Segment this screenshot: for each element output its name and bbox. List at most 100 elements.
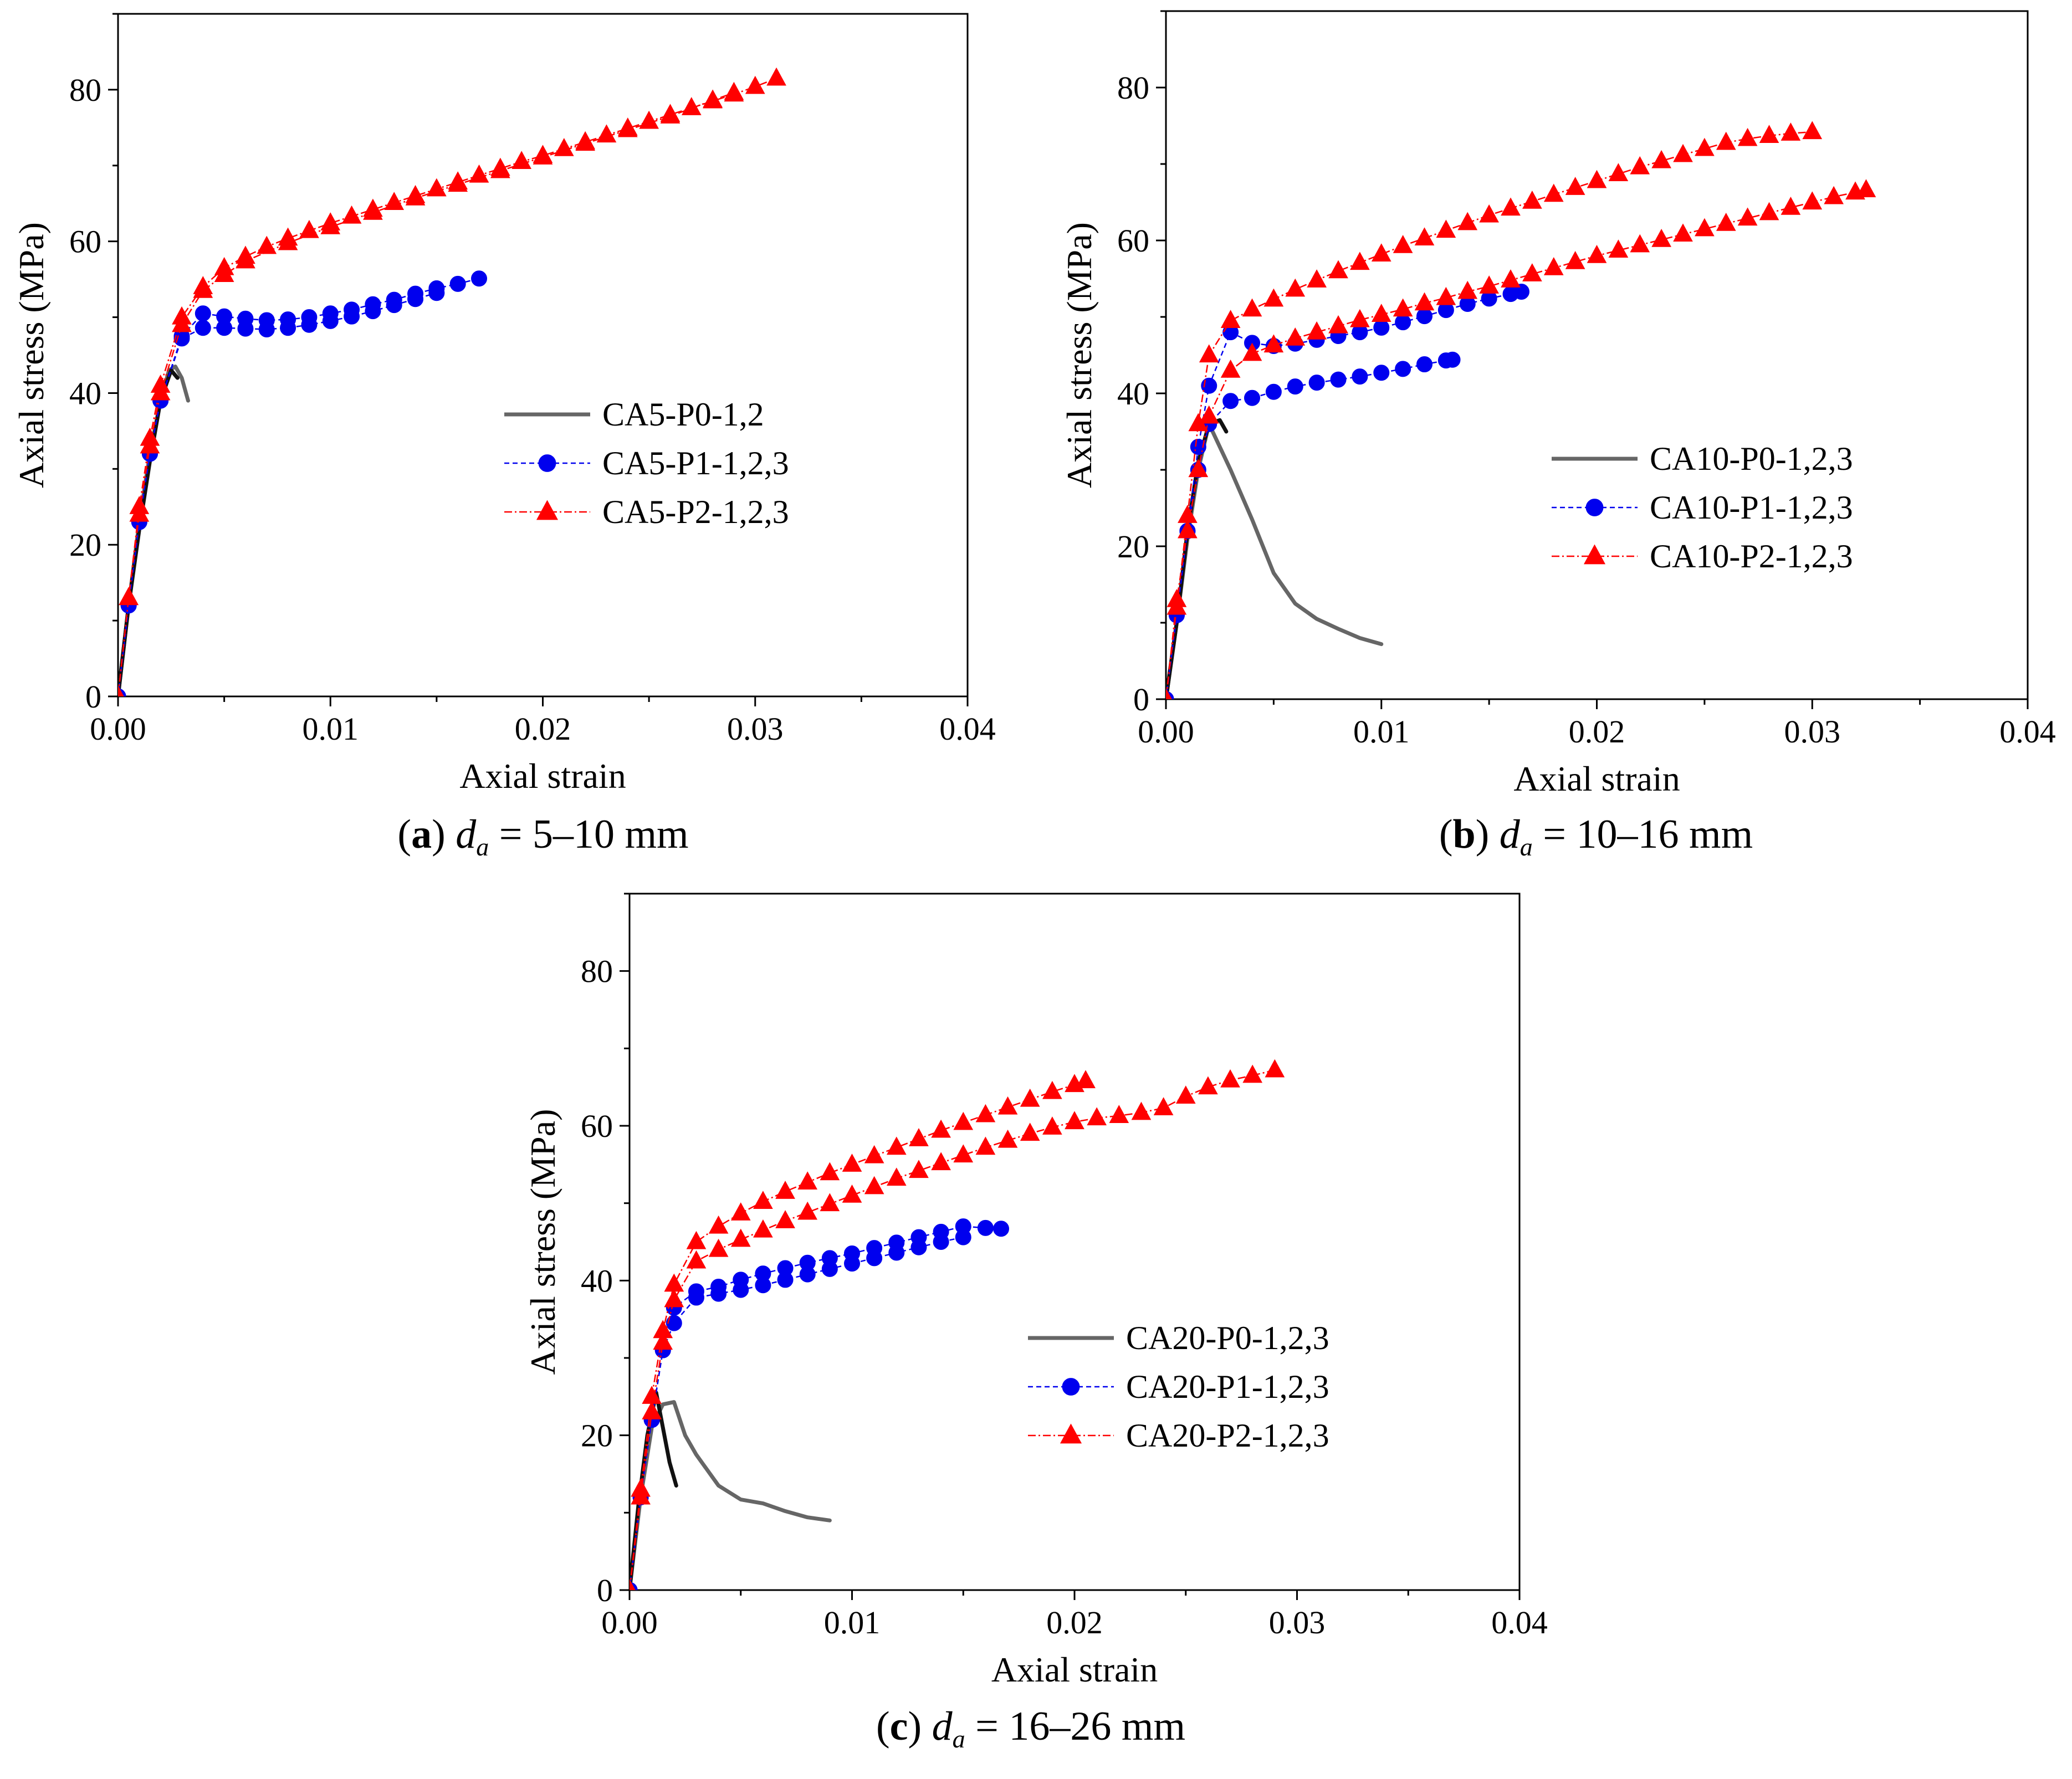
data-point	[931, 1119, 951, 1138]
panel-label: c	[890, 1704, 908, 1749]
caption-value: = 10–16 mm	[1533, 812, 1753, 857]
legend-item-p1: CA5-P1-1,2,3	[504, 445, 789, 481]
data-point	[1285, 327, 1306, 346]
series-p2-4	[118, 67, 786, 696]
data-point	[864, 1145, 884, 1163]
data-point	[664, 1289, 684, 1308]
data-point	[710, 1285, 727, 1302]
data-point	[653, 1331, 673, 1350]
data-point	[172, 314, 192, 332]
data-point	[1188, 459, 1209, 478]
data-point	[1716, 131, 1736, 150]
data-point	[1222, 393, 1239, 409]
data-point	[1781, 122, 1801, 141]
data-point	[753, 1191, 773, 1209]
data-point	[1856, 179, 1876, 198]
data-point	[775, 1181, 795, 1199]
legend-label: CA20-P0-1,2,3	[1126, 1320, 1329, 1356]
data-point	[1673, 143, 1693, 162]
data-point	[1167, 588, 1187, 607]
data-point	[799, 1266, 816, 1283]
data-point	[1166, 688, 1172, 699]
data-point	[1416, 308, 1433, 325]
data-point	[428, 285, 445, 301]
data-point	[195, 320, 211, 336]
data-point	[1587, 170, 1607, 188]
data-point	[866, 1250, 883, 1267]
y-tick-label: 80	[581, 953, 613, 990]
chart-panel-b: 0.00 0.01 0.02 0.03 0.04 0 20 40 60 80 Axial strai…	[1060, 10, 2056, 861]
data-point	[910, 1239, 927, 1255]
data-point	[997, 1096, 1018, 1115]
data-point	[1802, 191, 1823, 210]
data-point	[1737, 127, 1758, 146]
plot-area	[118, 67, 786, 696]
data-point	[1802, 121, 1823, 140]
data-point	[1065, 1111, 1084, 1130]
x-tick-label: 0.02	[1046, 1604, 1103, 1640]
x-tick-label: 0.01	[303, 711, 359, 747]
series-line	[630, 1080, 1086, 1590]
y-axis-title: Axial stress (MPa)	[523, 1109, 562, 1375]
x-tick-label: 0.04	[1999, 714, 2056, 750]
y-tick-label: 40	[581, 1263, 613, 1299]
data-point	[686, 1250, 707, 1269]
panel-label: a	[411, 812, 432, 857]
data-point	[1824, 186, 1844, 204]
caption-variable: d	[1500, 812, 1521, 857]
data-point	[775, 1210, 795, 1228]
data-point	[1285, 278, 1306, 297]
data-point	[975, 1104, 996, 1122]
data-point	[471, 270, 488, 287]
data-point	[688, 1289, 704, 1306]
data-point	[1522, 190, 1542, 209]
y-axis-title: Axial stress (MPa)	[1060, 222, 1099, 488]
data-point	[405, 187, 426, 206]
data-point	[975, 1136, 996, 1155]
data-point	[642, 1401, 662, 1419]
data-point	[1513, 283, 1529, 300]
legend-item-p0: CA10-P0-1,2,3	[1552, 440, 1853, 477]
data-point	[1153, 1097, 1174, 1115]
y-tick-label: 60	[69, 224, 101, 260]
series-p0-0	[630, 1400, 832, 1590]
data-point	[1076, 1070, 1096, 1089]
legend-label: CA5-P0-1,2	[602, 396, 764, 433]
x-tick-label: 0.01	[824, 1604, 881, 1640]
data-point	[341, 205, 362, 224]
series-p2-5	[118, 81, 744, 696]
data-point	[1444, 351, 1461, 368]
data-point	[703, 89, 723, 108]
data-point	[755, 1277, 771, 1294]
data-point	[753, 1219, 773, 1238]
plot-frame	[1165, 10, 2029, 700]
data-point	[596, 124, 617, 143]
panel-caption: (c) da = 16–26 mm	[876, 1704, 1185, 1753]
series-p2-5	[1166, 179, 1876, 699]
data-point	[886, 1136, 907, 1155]
data-point	[631, 1486, 651, 1505]
data-point	[630, 1579, 636, 1590]
data-point	[1695, 218, 1715, 237]
data-point	[301, 316, 318, 333]
data-point	[1522, 263, 1542, 281]
data-point	[1131, 1101, 1152, 1120]
data-point	[1220, 310, 1241, 328]
data-point	[1307, 269, 1327, 288]
data-point	[797, 1171, 818, 1190]
data-point	[1414, 227, 1435, 245]
data-point	[448, 173, 468, 192]
chart-panel-a: 0.00 0.01 0.02 0.03 0.04 0 20 40 60 80 Axial strai…	[12, 13, 996, 861]
data-point	[1395, 361, 1411, 377]
data-point	[322, 312, 339, 329]
data-point	[821, 1260, 838, 1277]
caption-subscript: a	[476, 833, 489, 861]
data-point	[1543, 257, 1564, 275]
data-point	[1395, 314, 1411, 331]
legend-item-p2: CA5-P2-1,2,3	[504, 494, 789, 530]
data-point	[1350, 309, 1370, 327]
legend-marker	[1060, 1423, 1082, 1444]
data-point	[195, 305, 211, 322]
series-p0-1	[1166, 418, 1229, 699]
data-point	[977, 1219, 994, 1236]
